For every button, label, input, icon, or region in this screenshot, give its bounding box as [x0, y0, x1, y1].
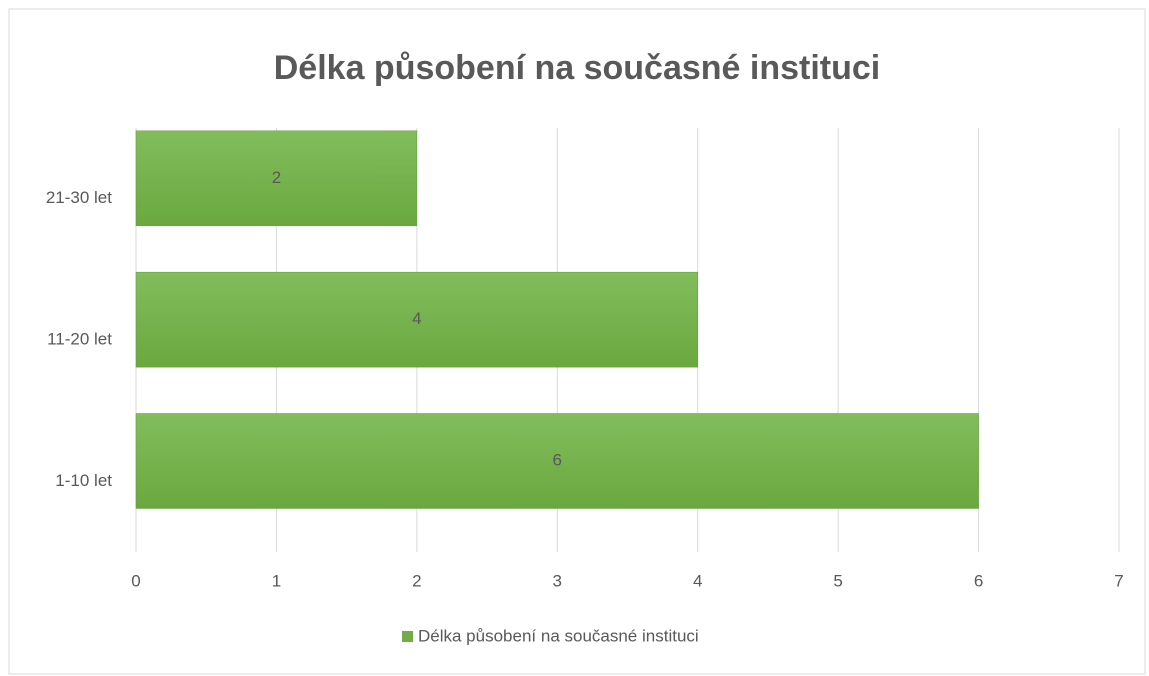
legend-label: Délka působení na současné instituci [418, 626, 699, 645]
y-tick-label: 11-20 let [47, 329, 112, 348]
data-label: 6 [553, 450, 562, 469]
x-tick-label: 5 [833, 571, 842, 590]
bar [135, 130, 418, 227]
y-tick-label: 1-10 let [55, 471, 112, 490]
chart-title: Délka působení na současné instituci [274, 49, 881, 87]
x-tick-label: 2 [412, 571, 421, 590]
y-tick-label: 21-30 let [46, 188, 112, 207]
legend-swatch [402, 631, 413, 642]
x-tick-label: 6 [974, 571, 983, 590]
data-label: 2 [272, 168, 281, 187]
bar [135, 271, 698, 368]
x-tick-label: 3 [553, 571, 562, 590]
x-tick-label: 1 [272, 571, 281, 590]
x-tick-label: 7 [1114, 571, 1123, 590]
x-tick-label: 0 [131, 571, 140, 590]
bar [135, 413, 979, 509]
x-tick-label: 4 [693, 571, 702, 590]
data-label: 4 [412, 309, 421, 328]
